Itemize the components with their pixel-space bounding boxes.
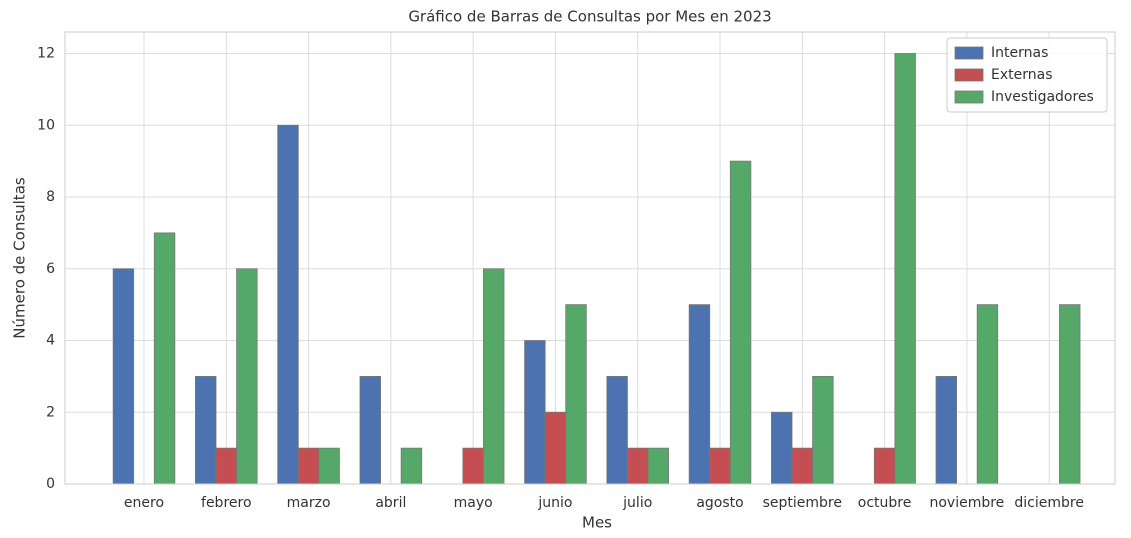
bar — [153, 232, 176, 485]
legend-swatch — [954, 90, 984, 104]
legend-label: Externas — [991, 67, 1053, 83]
x-tick-label: abril — [375, 495, 406, 511]
legend: Internas Externas Investigadores — [946, 37, 1108, 113]
x-axis-label: Mes — [582, 514, 612, 532]
y-tick-label: 2 — [46, 404, 55, 420]
bar — [195, 375, 217, 485]
x-tick-label: marzo — [287, 495, 331, 511]
bar — [1059, 304, 1081, 485]
grid — [65, 32, 1115, 485]
legend-label: Internas — [991, 45, 1048, 61]
bar — [236, 268, 258, 485]
bar — [277, 124, 299, 485]
bar — [812, 375, 834, 485]
bar — [791, 447, 813, 485]
y-tick-label: 4 — [46, 333, 55, 349]
legend-label: Investigadores — [991, 89, 1094, 105]
chart-title: Gráfico de Barras de Consultas por Mes e… — [408, 8, 771, 26]
bar — [729, 160, 752, 485]
y-tick-label: 12 — [37, 46, 55, 62]
bar — [524, 340, 546, 485]
plot-frame — [64, 31, 1116, 485]
bar — [483, 268, 505, 485]
bar — [400, 447, 423, 485]
y-tick-label: 10 — [37, 117, 55, 133]
bar — [565, 304, 587, 485]
bar — [688, 304, 711, 485]
bar — [935, 375, 957, 485]
bar — [606, 375, 628, 485]
x-tick-label: diciembre — [1014, 495, 1084, 511]
bar — [112, 268, 135, 485]
x-tick-label: agosto — [696, 495, 743, 511]
bar — [647, 447, 669, 485]
bar — [627, 447, 649, 485]
x-tick-label: julio — [622, 495, 652, 511]
y-tick-label: 6 — [46, 261, 55, 277]
legend-swatch — [954, 68, 984, 82]
bar — [215, 447, 237, 485]
y-axis-label: Número de Consultas — [11, 177, 29, 339]
x-tick-label: noviembre — [929, 495, 1004, 511]
bar — [976, 304, 999, 485]
x-tick-label: febrero — [201, 495, 252, 511]
x-tick-label: septiembre — [763, 495, 842, 511]
x-tick-label: junio — [537, 495, 572, 511]
bar — [462, 447, 484, 485]
legend-box — [946, 37, 1108, 113]
bar — [709, 447, 731, 485]
x-tick-label: mayo — [454, 495, 493, 511]
bar — [359, 375, 381, 485]
bar — [771, 411, 793, 485]
y-tick-label: 8 — [46, 189, 55, 205]
bar — [873, 447, 896, 485]
y-tick-label: 0 — [46, 476, 55, 492]
bar — [894, 53, 916, 485]
bar — [318, 447, 340, 485]
x-tick-label: enero — [124, 495, 164, 511]
bar — [297, 447, 320, 485]
legend-swatch — [954, 46, 984, 60]
x-tick-label: octubre — [858, 495, 912, 511]
bar — [544, 411, 567, 485]
